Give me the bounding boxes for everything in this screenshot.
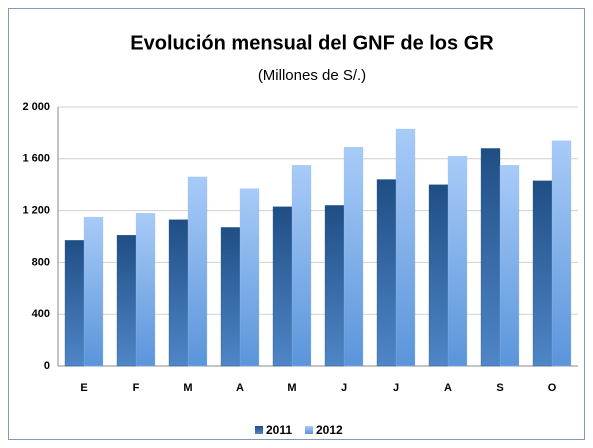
bar [83, 216, 104, 367]
x-tick-label: J [341, 382, 347, 394]
bar [551, 140, 572, 367]
bar [343, 146, 364, 367]
y-tick-label: 0 [44, 360, 50, 372]
bar [395, 128, 416, 367]
legend-label: 2011 [266, 423, 292, 437]
y-tick-label: 1 200 [22, 205, 50, 217]
x-tick-label: S [496, 382, 503, 394]
bar [168, 219, 189, 367]
legend-swatch [255, 426, 263, 434]
x-tick-label: A [236, 382, 244, 394]
bar [64, 240, 85, 367]
x-tick-label: M [183, 382, 192, 394]
chart-title: Evolución mensual del GNF de los GR [130, 32, 494, 54]
x-tick-label: O [548, 382, 557, 394]
y-tick-label: 2 000 [22, 101, 50, 113]
bar [187, 176, 208, 367]
bar [291, 165, 312, 367]
bar [135, 213, 156, 367]
bar [272, 206, 293, 367]
bar [499, 165, 520, 367]
y-tick-label: 800 [32, 256, 50, 268]
bar [428, 184, 449, 367]
x-tick-label: A [444, 382, 452, 394]
y-tick-label: 1 600 [22, 153, 50, 165]
x-tick-label: M [287, 382, 296, 394]
chart-subtitle: (Millones de S/.) [258, 67, 366, 84]
bar [376, 179, 397, 367]
bar [480, 148, 501, 367]
bar [532, 180, 553, 367]
legend-label: 2012 [316, 423, 343, 437]
bar [239, 188, 260, 367]
y-tick-label: 400 [32, 308, 50, 320]
bar [116, 235, 137, 367]
legend-swatch [305, 426, 313, 434]
x-tick-label: J [393, 382, 399, 394]
bar [447, 156, 468, 367]
x-tick-label: F [133, 382, 140, 394]
bar [324, 205, 345, 367]
bar [220, 227, 241, 367]
x-tick-label: E [80, 382, 87, 394]
